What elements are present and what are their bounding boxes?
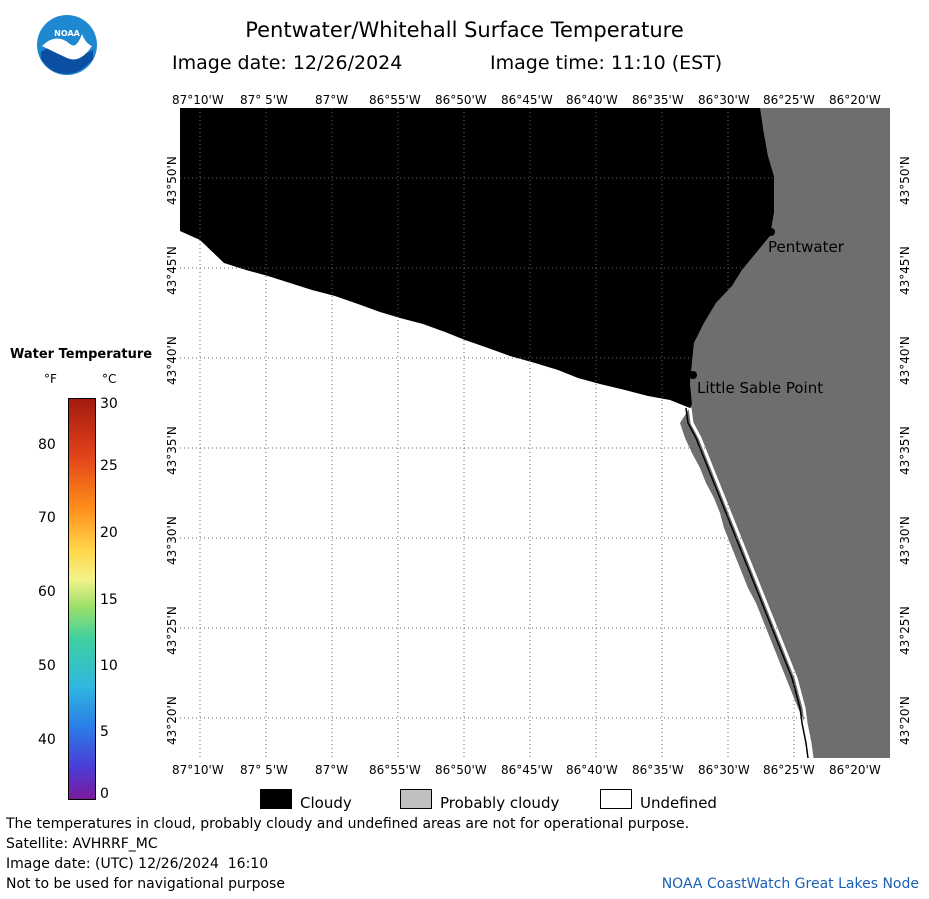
lon-label: 86°40'W bbox=[566, 763, 618, 777]
undefined-swatch bbox=[600, 789, 632, 809]
map-area[interactable]: Pentwater Little Sable Point bbox=[180, 108, 890, 758]
cloudy-label: Cloudy bbox=[300, 794, 352, 812]
lon-label: 86°45'W bbox=[501, 93, 553, 107]
land-area bbox=[680, 108, 890, 758]
place-label-pentwater: Pentwater bbox=[768, 238, 844, 256]
pentwater-marker bbox=[767, 228, 775, 236]
lon-label: 86°20'W bbox=[829, 763, 881, 777]
undefined-label: Undefined bbox=[640, 794, 717, 812]
lat-label: 43°25'N bbox=[898, 606, 912, 655]
lon-label: 87°10'W bbox=[172, 763, 224, 777]
lon-label: 87°10'W bbox=[172, 93, 224, 107]
lat-label: 43°35'N bbox=[165, 426, 179, 475]
f-tick: 70 bbox=[38, 510, 56, 526]
lon-label: 87° 5'W bbox=[240, 763, 288, 777]
lat-label: 43°25'N bbox=[165, 606, 179, 655]
c-tick: 5 bbox=[100, 724, 109, 740]
disclaimer-text: The temperatures in cloud, probably clou… bbox=[6, 816, 690, 832]
c-tick: 10 bbox=[100, 658, 118, 674]
lon-label: 86°50'W bbox=[435, 93, 487, 107]
lon-label: 86°55'W bbox=[369, 763, 421, 777]
lon-label: 86°35'W bbox=[632, 763, 684, 777]
lon-label: 86°45'W bbox=[501, 763, 553, 777]
satellite-text: Satellite: AVHRRF_MC bbox=[6, 836, 158, 852]
graticule bbox=[180, 108, 890, 758]
lon-label: 86°25'W bbox=[763, 93, 815, 107]
lon-label: 86°40'W bbox=[566, 93, 618, 107]
unit-f-label: °F bbox=[44, 372, 57, 386]
f-tick: 50 bbox=[38, 658, 56, 674]
lat-label: 43°40'N bbox=[898, 336, 912, 385]
probably-cloudy-swatch bbox=[400, 789, 432, 809]
f-tick: 60 bbox=[38, 584, 56, 600]
lon-label: 86°55'W bbox=[369, 93, 421, 107]
lon-label: 86°30'W bbox=[698, 763, 750, 777]
c-tick: 20 bbox=[100, 525, 118, 541]
lon-label: 86°20'W bbox=[829, 93, 881, 107]
utc-date-text: Image date: (UTC) 12/26/2024 16:10 bbox=[6, 856, 269, 872]
image-time-label: Image time: 11:10 (EST) bbox=[490, 52, 723, 74]
lat-label: 43°20'N bbox=[165, 696, 179, 745]
cloud-area bbox=[180, 108, 774, 408]
cloudy-swatch bbox=[260, 789, 292, 809]
noaa-logo: NOAA bbox=[36, 14, 98, 76]
logo-text: NOAA bbox=[54, 29, 80, 38]
image-date-label: Image date: 12/26/2024 bbox=[172, 52, 403, 74]
lon-labels-bottom: 87°10'W 87° 5'W 87°W 86°55'W 86°50'W 86°… bbox=[0, 763, 929, 777]
coastline bbox=[688, 407, 814, 758]
lat-label: 43°50'N bbox=[898, 156, 912, 205]
c-tick: 15 bbox=[100, 592, 118, 608]
lon-label: 87°W bbox=[315, 763, 349, 777]
place-label-little-sable-point: Little Sable Point bbox=[697, 379, 824, 397]
lon-label: 86°35'W bbox=[632, 93, 684, 107]
lat-label: 43°30'N bbox=[898, 516, 912, 565]
probably-cloudy-label: Probably cloudy bbox=[440, 794, 560, 812]
unit-c-label: °C bbox=[102, 372, 117, 386]
f-tick: 80 bbox=[38, 437, 56, 453]
nav-warning-text: Not to be used for navigational purpose bbox=[6, 876, 285, 892]
lat-label: 43°45'N bbox=[165, 246, 179, 295]
lat-label: 43°40'N bbox=[165, 336, 179, 385]
credit-text: NOAA CoastWatch Great Lakes Node bbox=[661, 876, 919, 892]
lon-label: 87°W bbox=[315, 93, 349, 107]
lat-label: 43°50'N bbox=[165, 156, 179, 205]
c-tick: 0 bbox=[100, 786, 109, 802]
lon-label: 86°50'W bbox=[435, 763, 487, 777]
c-tick: 25 bbox=[100, 458, 118, 474]
lat-label: 43°30'N bbox=[165, 516, 179, 565]
lat-label: 43°35'N bbox=[898, 426, 912, 475]
legend-title: Water Temperature bbox=[10, 347, 153, 362]
lon-label: 87° 5'W bbox=[240, 93, 288, 107]
lon-labels-top: 87°10'W 87° 5'W 87°W 86°55'W 86°50'W 86°… bbox=[0, 93, 929, 107]
little-sable-point-marker bbox=[689, 371, 697, 379]
lat-label: 43°45'N bbox=[898, 246, 912, 295]
c-tick: 30 bbox=[100, 396, 118, 412]
lat-label: 43°20'N bbox=[898, 696, 912, 745]
page-title: Pentwater/Whitehall Surface Temperature bbox=[245, 18, 684, 42]
lon-label: 86°25'W bbox=[763, 763, 815, 777]
coastline bbox=[685, 407, 809, 758]
temperature-colorbar bbox=[68, 398, 96, 800]
f-tick: 40 bbox=[38, 732, 56, 748]
lon-label: 86°30'W bbox=[698, 93, 750, 107]
